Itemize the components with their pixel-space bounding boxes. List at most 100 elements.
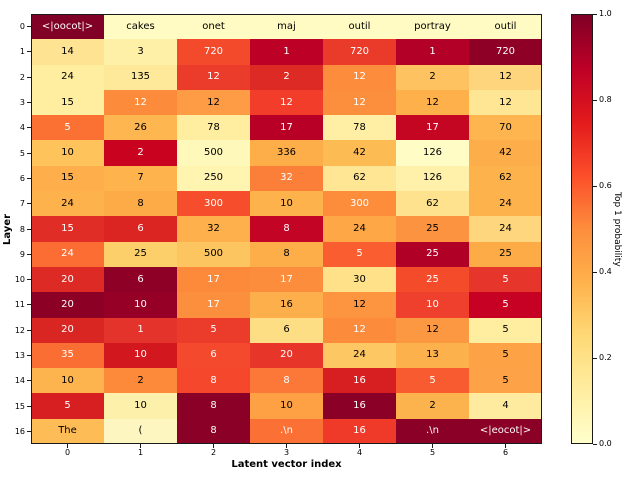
heatmap-cell: 12 <box>469 89 542 116</box>
heatmap-cell: 17 <box>396 115 469 141</box>
y-tick-mark <box>27 253 31 255</box>
heatmap-cell: 12 <box>323 292 396 318</box>
y-tick-label: 12 <box>14 325 25 335</box>
heatmap-cell: 1 <box>250 39 323 65</box>
colorbar-tick-label: 0.6 <box>599 181 612 190</box>
heatmap-cell: 16 <box>323 418 396 444</box>
heatmap-cell: 10 <box>396 292 469 318</box>
colorbar-tick-mark <box>593 13 597 15</box>
y-tick-mark <box>27 51 31 53</box>
heatmap-cell: cakes <box>104 14 177 40</box>
heatmap-cell: 10 <box>31 368 104 394</box>
y-tick-label: 7 <box>19 199 25 209</box>
colorbar-tick-mark <box>593 271 597 273</box>
heatmap-cell: 30 <box>323 266 396 293</box>
y-tick-label: 1 <box>19 47 25 57</box>
heatmap-cell: 12 <box>177 64 250 90</box>
y-tick-mark <box>27 380 31 382</box>
heatmap-cell: onet <box>177 14 250 40</box>
y-tick-mark <box>27 329 31 331</box>
y-tick-mark <box>27 430 31 432</box>
y-tick-mark <box>27 405 31 407</box>
heatmap-cell: 8 <box>250 241 323 267</box>
x-tick-mark <box>359 444 360 448</box>
heatmap-cell: 20 <box>31 292 104 318</box>
heatmap-cell: 6 <box>250 317 323 343</box>
heatmap-cell: 17 <box>177 266 250 293</box>
heatmap-cell: 126 <box>396 165 469 192</box>
colorbar-tick-label: 1.0 <box>599 9 612 18</box>
colorbar-tick-label: 0.8 <box>599 95 612 104</box>
heatmap-cell: 720 <box>469 39 542 65</box>
y-tick-label: 11 <box>14 300 25 310</box>
colorbar-tick-mark <box>593 185 597 187</box>
heatmap-cell: 10 <box>250 393 323 419</box>
heatmap-cell: 5 <box>177 317 250 343</box>
y-tick-mark <box>27 76 31 78</box>
heatmap-cell: 78 <box>177 115 250 141</box>
y-tick-mark <box>27 203 31 205</box>
x-tick-mark <box>286 444 287 448</box>
x-tick-mark <box>213 444 214 448</box>
heatmap-cell: 10 <box>104 342 177 369</box>
x-tick-mark <box>432 444 433 448</box>
y-tick-mark <box>27 279 31 281</box>
x-tick-label: 4 <box>356 448 363 457</box>
heatmap-cell: 300 <box>177 191 250 217</box>
x-axis-label: Latent vector index <box>231 459 342 470</box>
heatmap-cell: 25 <box>104 241 177 267</box>
heatmap-cell: 32 <box>177 216 250 242</box>
y-tick-label: 16 <box>14 426 25 436</box>
heatmap-cell: 16 <box>323 368 396 394</box>
y-tick-mark <box>27 228 31 230</box>
heatmap-cell: 25 <box>469 241 542 267</box>
heatmap-cell: 42 <box>469 140 542 166</box>
y-tick-label: 14 <box>14 376 25 386</box>
x-tick-label: 1 <box>137 448 144 457</box>
heatmap-cell: 5 <box>31 115 104 141</box>
colorbar-tick-label: 0.4 <box>599 267 612 276</box>
heatmap-cell: 135 <box>104 64 177 90</box>
heatmap-cell: 300 <box>323 191 396 217</box>
heatmap-cell: 17 <box>250 266 323 293</box>
heatmap-cell: 24 <box>323 342 396 369</box>
heatmap-cell: 12 <box>323 89 396 116</box>
heatmap-cell: 5 <box>396 368 469 394</box>
y-tick-mark <box>27 26 31 28</box>
heatmap-cell: 10 <box>31 140 104 166</box>
heatmap-cell: 12 <box>396 317 469 343</box>
heatmap-cell: 17 <box>250 115 323 141</box>
heatmap-cell: 2 <box>250 64 323 90</box>
colorbar-tick-mark <box>593 99 597 101</box>
heatmap-cell: maj <box>250 14 323 40</box>
heatmap-cell: 250 <box>177 165 250 192</box>
heatmap-cell: 25 <box>396 241 469 267</box>
heatmap-cell: 78 <box>323 115 396 141</box>
heatmap-cell: 35 <box>31 342 104 369</box>
heatmap-cell: 6 <box>104 216 177 242</box>
heatmap-cell: 8 <box>250 216 323 242</box>
heatmap-cell: 5 <box>31 393 104 419</box>
heatmap-cell: 25 <box>396 216 469 242</box>
heatmap-cell: outil <box>323 14 396 40</box>
heatmap-cell: 6 <box>177 342 250 369</box>
heatmap-cell: 2 <box>104 140 177 166</box>
x-tick-mark <box>505 444 506 448</box>
heatmap-cell: 20 <box>250 342 323 369</box>
heatmap-cell: 10 <box>250 191 323 217</box>
heatmap-cell: 5 <box>469 368 542 394</box>
heatmap-cell: 13 <box>396 342 469 369</box>
heatmap-cell: 20 <box>31 266 104 293</box>
heatmap-cell: 62 <box>469 165 542 192</box>
heatmap-cell: 500 <box>177 140 250 166</box>
x-tick-mark <box>140 444 141 448</box>
heatmap-cell: 8 <box>104 191 177 217</box>
heatmap-cell: 336 <box>250 140 323 166</box>
heatmap-cell: 5 <box>323 241 396 267</box>
heatmap-cell: 3 <box>104 39 177 65</box>
heatmap-cell: 1 <box>396 39 469 65</box>
heatmap-cell: 12 <box>250 89 323 116</box>
heatmap-cell: 2 <box>396 64 469 90</box>
heatmap-cell: 5 <box>469 266 542 293</box>
colorbar-label: Top 1 probability <box>612 191 622 267</box>
